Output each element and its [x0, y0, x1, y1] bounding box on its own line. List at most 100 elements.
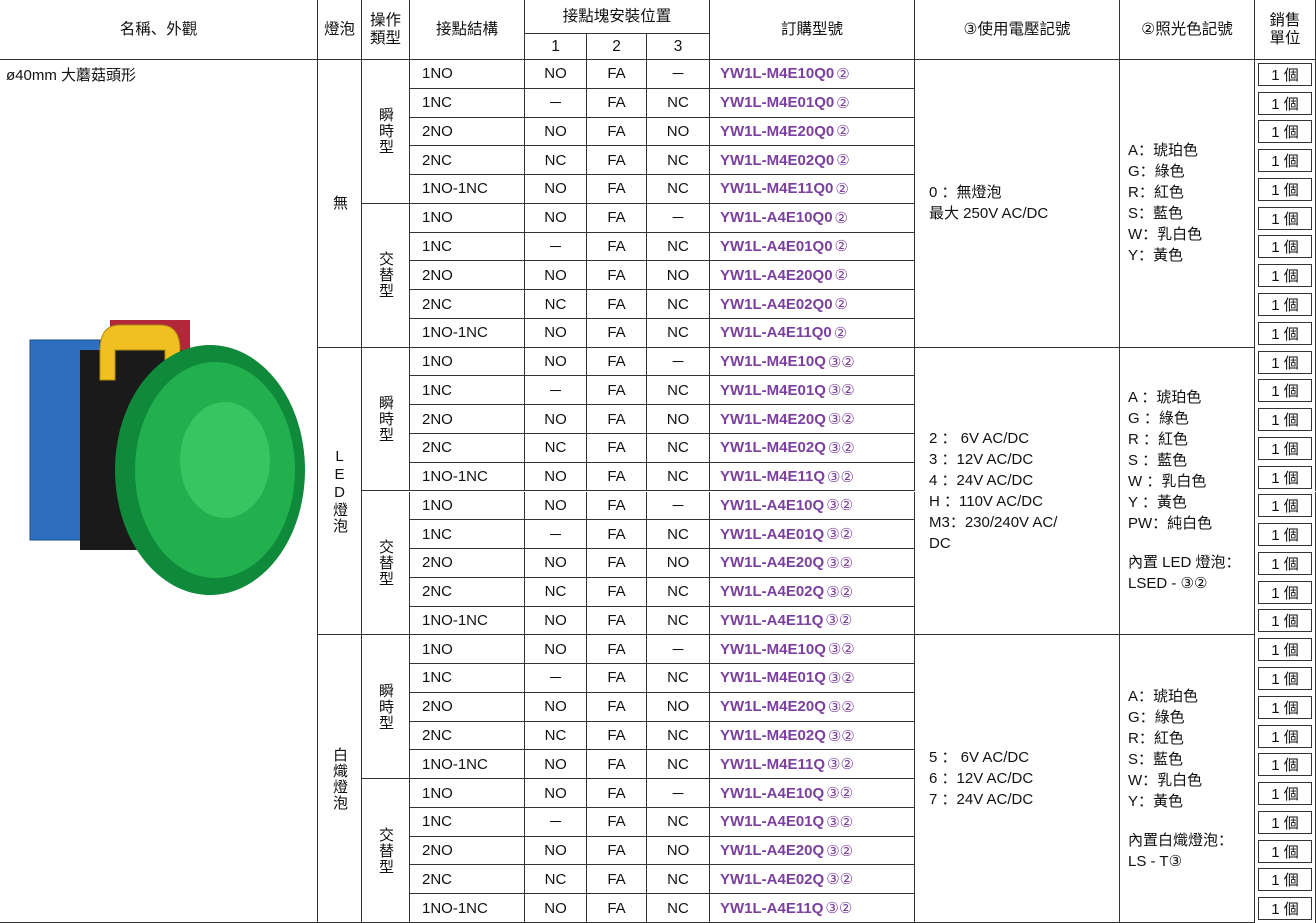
position-cell: FA — [587, 433, 647, 463]
position-cell: NO — [525, 261, 587, 291]
contact-cell: 2NO — [410, 692, 525, 722]
header-cell: 2 — [587, 34, 647, 60]
model-cell: YW1L-A4E02Q ③② — [710, 865, 915, 895]
model-cell: YW1L-A4E02Q0 ② — [710, 290, 915, 319]
model-suffix: ③② — [826, 785, 854, 803]
header-cell: 燈泡 — [318, 0, 362, 60]
position-cell: FA — [587, 347, 647, 377]
position-cell: NC — [647, 88, 710, 118]
position-cell: NC — [525, 721, 587, 751]
unit-label: 1 個 — [1258, 293, 1312, 316]
model-suffix: ③② — [827, 468, 854, 486]
unit-label: 1 個 — [1258, 666, 1312, 690]
unit-cell: 1 個 — [1255, 664, 1316, 693]
model-number: YW1L-A4E01Q0 — [720, 237, 833, 255]
contact-cell: 2NC — [410, 577, 525, 607]
position-cell: － — [647, 347, 710, 377]
op-type: 瞬時型 — [362, 347, 410, 492]
unit-cell: 1 個 — [1255, 318, 1316, 348]
position-cell: FA — [587, 290, 647, 319]
position-cell: NO — [525, 175, 587, 204]
unit-cell: 1 個 — [1255, 635, 1316, 665]
position-cell: NO — [525, 117, 587, 147]
color-line: S：藍色 — [1128, 205, 1184, 223]
position-cell: NC — [647, 520, 710, 550]
position-cell: FA — [587, 175, 647, 204]
model-cell: YW1L-M4E11Q0 ② — [710, 175, 915, 204]
position-cell: NO — [647, 692, 710, 722]
op-type: 交替型 — [362, 491, 410, 636]
unit-cell: 1 個 — [1255, 491, 1316, 521]
position-cell: － — [647, 635, 710, 665]
unit-label: 1 個 — [1258, 206, 1312, 230]
unit-label: 1 個 — [1258, 724, 1312, 748]
unit-cell: 1 個 — [1255, 203, 1316, 233]
model-number: YW1L-A4E20Q — [720, 554, 825, 572]
voltage-cell: 5 ： 6V AC/DC 6 ：12V AC/DC 7 ：24V AC/DC — [915, 635, 1120, 923]
model-suffix: ② — [834, 267, 848, 285]
unit-label: 1 個 — [1258, 91, 1312, 115]
bulb-type: 無 — [318, 60, 362, 348]
position-cell: FA — [587, 520, 647, 550]
unit-label: 1 個 — [1258, 177, 1312, 201]
bulb-label: LED燈泡 — [331, 447, 348, 534]
position-cell: － — [647, 779, 710, 808]
position-cell: NO — [525, 606, 587, 636]
model-cell: YW1L-M4E11Q ③② — [710, 462, 915, 492]
model-suffix: ③② — [827, 439, 855, 457]
model-number: YW1L-M4E10Q — [720, 640, 826, 658]
unit-cell: 1 個 — [1255, 750, 1316, 780]
contact-cell: 1NC — [410, 376, 525, 406]
position-cell: NO — [525, 491, 587, 521]
color-line: W：乳白色 — [1128, 771, 1203, 789]
header-cell: 名稱、外觀 — [0, 0, 318, 60]
color-line: Y：黃色 — [1128, 247, 1184, 265]
position-cell: NC — [647, 290, 710, 319]
model-number: YW1L-M4E11Q — [720, 755, 826, 773]
position-cell: FA — [587, 146, 647, 176]
position-cell: － — [525, 232, 587, 262]
op-label: 交替型 — [377, 538, 394, 587]
unit-label: 1 個 — [1258, 264, 1312, 288]
model-cell: YW1L-A4E11Q0 ② — [710, 318, 915, 348]
unit-label: 1 個 — [1258, 494, 1312, 518]
unit-label: 1 個 — [1258, 465, 1312, 489]
position-cell: NC — [647, 664, 710, 693]
header-cell: ②照光色記號 — [1120, 0, 1255, 60]
model-suffix: ③② — [826, 526, 854, 544]
model-number: YW1L-M4E02Q0 — [720, 151, 835, 169]
unit-cell: 1 個 — [1255, 60, 1316, 89]
color-cell: A ：琥珀色 G ：綠色 R ：紅色 S ：藍色 W ：乳白色 Y ：黃色 PW：純白色 內置… — [1120, 347, 1255, 636]
unit-label: 1 個 — [1258, 609, 1312, 633]
contact-cell: 1NC — [410, 232, 525, 262]
contact-cell: 2NC — [410, 290, 525, 319]
voltage-line: 最大 250V AC/DC — [929, 205, 1049, 223]
model-suffix: ② — [834, 296, 848, 313]
unit-label: 1 個 — [1258, 695, 1312, 719]
unit-label: 1 個 — [1258, 580, 1312, 604]
position-cell: NO — [525, 462, 587, 492]
color-line: S：藍色 — [1128, 750, 1184, 768]
position-cell: FA — [587, 664, 647, 693]
unit-label: 1 個 — [1258, 149, 1312, 173]
model-number: YW1L-A4E01Q — [720, 813, 825, 831]
model-cell: YW1L-M4E10Q ③② — [710, 347, 915, 377]
contact-cell: 2NC — [410, 865, 525, 895]
voltage-line: DC — [929, 534, 951, 552]
unit-cell: 1 個 — [1255, 232, 1316, 262]
header-cell: 操作類型 — [362, 0, 410, 60]
position-cell: NO — [525, 347, 587, 377]
position-cell: NC — [647, 721, 710, 751]
header-cell: 銷售單位 — [1255, 0, 1316, 60]
voltage-line: 3 ：12V AC/DC — [929, 450, 1034, 468]
position-cell: NO — [647, 549, 710, 578]
header-cell: 3 — [647, 34, 710, 60]
model-number: YW1L-M4E11Q — [720, 468, 826, 486]
product-photo — [29, 320, 305, 595]
model-number: YW1L-A4E11Q0 — [720, 324, 832, 342]
position-cell: NC — [647, 462, 710, 492]
model-suffix: ③② — [826, 583, 854, 601]
unit-cell: 1 個 — [1255, 433, 1316, 463]
unit-label: 1 個 — [1258, 120, 1312, 144]
model-suffix: ③② — [827, 727, 855, 745]
